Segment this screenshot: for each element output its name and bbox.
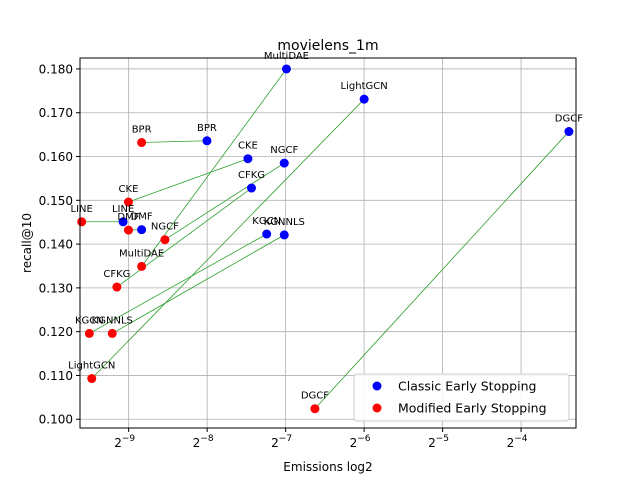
connector-line	[112, 234, 285, 334]
x-tick-label: 2−8	[193, 434, 214, 450]
chart-title: movielens_1m	[277, 38, 378, 54]
connector-lines	[81, 68, 570, 410]
y-tick-label: 0.160	[39, 150, 73, 164]
modified-point-label: LINE	[71, 204, 93, 215]
y-tick-label: 0.110	[39, 369, 73, 383]
classic-point-label: DMF	[131, 212, 153, 223]
classic-point-label: BPR	[197, 123, 217, 134]
legend-box	[353, 373, 570, 422]
x-tick-label: 2−6	[350, 434, 371, 450]
classic-point-label: LightGCN	[341, 81, 388, 92]
classic-point-label: CKE	[238, 141, 258, 152]
y-tick-label: 0.150	[39, 194, 73, 208]
y-tick-label: 0.100	[39, 413, 73, 427]
modified-point	[137, 138, 147, 148]
classic-point	[262, 229, 272, 239]
modified-point	[310, 404, 320, 414]
y-axis-label: recall@10	[20, 213, 34, 273]
classic-point-label: CFKG	[238, 170, 265, 181]
classic-point-label: DGCF	[555, 114, 583, 125]
legend-marker-classic	[372, 381, 382, 391]
x-tick-label: 2−7	[271, 434, 292, 450]
y-tick-label: 0.120	[39, 325, 73, 339]
classic-point	[279, 158, 289, 168]
grid-lines	[80, 58, 576, 428]
modified-point	[137, 261, 147, 271]
classic-point	[359, 94, 369, 104]
modified-point-label: KGCN	[75, 315, 104, 326]
modified-point	[87, 374, 97, 384]
legend-label-classic: Classic Early Stopping	[398, 379, 536, 394]
classic-point-label: NGCF	[270, 145, 298, 156]
modified-point-label: DMF	[117, 212, 139, 223]
classic-point	[243, 154, 253, 164]
modified-point	[123, 197, 133, 207]
classic-point	[564, 127, 574, 137]
plot-frame	[79, 57, 577, 429]
classic-point	[279, 230, 289, 240]
connector-line	[91, 98, 365, 379]
y-tick-label: 0.170	[39, 106, 73, 120]
classic-point-label: LINE	[112, 204, 134, 215]
legend-label-modified: Modified Early Stopping	[398, 401, 547, 416]
classic-point	[202, 136, 212, 146]
classic-point-label: MultiDAE	[264, 51, 309, 62]
connector-line	[128, 158, 249, 203]
connector-line	[116, 187, 252, 288]
legend: Classic Early Stopping Modified Early St…	[353, 373, 570, 422]
connector-line	[141, 68, 287, 267]
connector-line	[89, 233, 267, 334]
modified-point-label: KGNNLS	[92, 315, 133, 326]
x-axis-label: Emissions log2	[283, 460, 372, 474]
modified-point-label: CKE	[119, 184, 139, 195]
classic-point	[247, 183, 257, 193]
modified-point	[112, 282, 122, 292]
modified-point	[77, 217, 87, 227]
y-axis: 0.100 0.110 0.120 0.130 0.140 0.150 0.160 0.170…	[39, 62, 80, 427]
modified-point	[84, 328, 94, 338]
connector-line	[314, 131, 570, 410]
modified-point	[123, 225, 133, 235]
y-tick-label: 0.180	[39, 62, 73, 76]
modified-point-label: CFKG	[103, 269, 130, 280]
classic-point-label: KGNNLS	[264, 217, 305, 228]
connector-line	[164, 162, 285, 241]
modified-point-label: MultiDAE	[119, 248, 164, 259]
connector-line	[141, 140, 207, 143]
modified-point	[160, 235, 170, 245]
classic-point	[137, 225, 147, 235]
x-tick-label: 2−5	[428, 434, 449, 450]
legend-marker-modified	[372, 403, 382, 413]
modified-point-label: DGCF	[301, 391, 329, 402]
modified-point	[107, 328, 117, 338]
classic-point-label: KGCN	[252, 216, 281, 227]
classic-point	[281, 64, 291, 74]
x-axis: 2−9 2−8 2−7 2−6 2−5 2−4	[114, 428, 528, 450]
x-tick-label: 2−4	[507, 434, 528, 450]
modified-point-label: BPR	[132, 125, 152, 136]
modified-point-label: LightGCN	[68, 361, 115, 372]
data-points	[77, 64, 574, 414]
classic-point	[118, 217, 128, 227]
y-tick-label: 0.140	[39, 238, 73, 252]
x-tick-label: 2−9	[114, 434, 135, 450]
modified-point-label: NGCF	[151, 222, 179, 233]
y-tick-label: 0.130	[39, 281, 73, 295]
